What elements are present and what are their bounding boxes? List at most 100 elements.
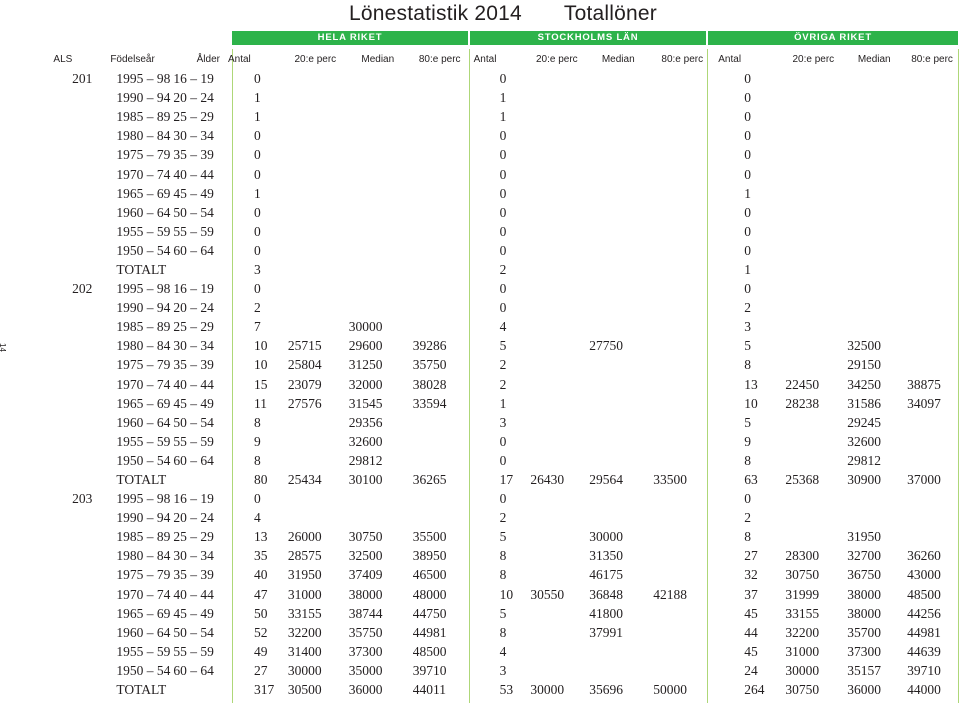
table-cell <box>904 222 960 241</box>
table-cell: 31586 <box>847 395 882 411</box>
column-header: 20:e perc <box>535 53 578 65</box>
table-row: 201 1995 – 98 16 – 19 0 0 0 <box>0 69 960 88</box>
table-cell: 4 <box>253 510 261 526</box>
table-cell: 44639 <box>907 643 941 659</box>
table-cell: 32700 <box>847 548 882 564</box>
table-cell <box>650 317 714 336</box>
table-cell: 55 – 59 <box>173 223 214 239</box>
table-cell: 39710 <box>907 662 941 678</box>
table-cell: 36260 <box>907 548 941 564</box>
table-cell <box>346 298 410 317</box>
table-row: 1965 – 69 45 – 49 11 27576 31545 33594 1 10 2823… <box>0 394 960 413</box>
table-cell <box>0 126 106 145</box>
table-cell: 31950 <box>287 567 322 583</box>
table-row: 1960 – 64 50 – 54 0 0 0 <box>0 203 960 222</box>
column-header: Median <box>857 53 891 65</box>
table-cell <box>527 298 586 317</box>
table-cell: 0 <box>744 491 751 507</box>
table-cell: 1955 – 59 <box>116 433 171 449</box>
table-cell <box>527 375 586 394</box>
table-cell: 38875 <box>907 376 941 392</box>
table-cell: 4 <box>499 643 507 659</box>
table-cell: 32500 <box>847 338 882 354</box>
table-cell: 25434 <box>287 472 322 488</box>
table-cell <box>170 260 224 279</box>
table-cell: 29356 <box>348 414 383 430</box>
table-cell: 10 <box>253 357 268 373</box>
table-cell: 17 <box>499 472 514 488</box>
table-cell: 37409 <box>348 567 383 583</box>
table-cell <box>285 203 346 222</box>
table-cell <box>410 508 470 527</box>
table-cell: 25 – 29 <box>173 319 214 335</box>
table-cell <box>527 546 586 565</box>
table-cell <box>586 203 650 222</box>
table-cell: 38000 <box>348 586 383 602</box>
table-cell: 31950 <box>847 529 882 545</box>
table-row: 1985 – 89 25 – 29 13 26000 30750 35500 5 30000 8… <box>0 527 960 546</box>
table-cell <box>650 661 714 680</box>
table-cell <box>0 336 106 355</box>
table-cell: 80 <box>253 472 268 488</box>
table-cell: 8 <box>253 452 261 468</box>
table-cell: 45 – 49 <box>173 185 214 201</box>
table-cell: 22450 <box>785 376 820 392</box>
region-hela-riket: HELA RIKET <box>232 31 468 45</box>
column-header: Antal <box>718 53 742 65</box>
table-cell <box>904 451 960 470</box>
table-cell: 10 <box>253 338 268 354</box>
table-cell <box>527 413 586 432</box>
table-cell <box>527 527 586 546</box>
table-cell: 28238 <box>785 395 820 411</box>
table-cell <box>782 451 844 470</box>
table-cell <box>285 451 346 470</box>
table-cell: 0 <box>744 90 751 106</box>
table-cell: 29812 <box>348 452 383 468</box>
table-cell: 30750 <box>785 682 820 698</box>
table-cell: 34097 <box>907 395 941 411</box>
table-cell: 1975 – 79 <box>116 567 171 583</box>
table-cell: 38950 <box>412 548 447 564</box>
table-cell: 1 <box>744 261 751 277</box>
table-cell: 1 <box>499 395 507 411</box>
table-cell <box>782 184 844 203</box>
table-cell <box>527 451 586 470</box>
table-cell <box>0 546 106 565</box>
table-cell <box>650 604 714 623</box>
table-cell <box>0 184 106 203</box>
table-cell: 1 <box>499 109 507 125</box>
table-cell: 44256 <box>907 605 941 621</box>
table-cell <box>782 69 844 88</box>
table-cell: 8 <box>499 624 507 640</box>
table-cell <box>904 164 960 183</box>
table-cell <box>285 107 346 126</box>
table-cell: 39286 <box>412 338 447 354</box>
table-cell <box>586 69 650 88</box>
table-cell <box>285 508 346 527</box>
table-cell <box>586 279 650 298</box>
table-cell: 30000 <box>348 319 383 335</box>
table-row: 1975 – 79 35 – 39 40 31950 37409 46500 8 46175 3… <box>0 565 960 584</box>
table-cell <box>650 279 714 298</box>
table-cell <box>410 279 470 298</box>
table-cell <box>650 203 714 222</box>
table-cell: 2 <box>744 300 751 316</box>
table-cell: 50 <box>253 605 268 621</box>
table-cell <box>410 126 470 145</box>
table-cell: 0 <box>744 223 751 239</box>
table-cell: 37000 <box>907 472 941 488</box>
table-cell: 38000 <box>847 605 882 621</box>
table-cell: 30000 <box>530 682 565 698</box>
table-cell: 35157 <box>847 662 882 678</box>
table-cell: 44981 <box>412 624 447 640</box>
table-cell: 38028 <box>412 376 447 392</box>
table-cell: 32200 <box>287 624 322 640</box>
table-cell <box>844 298 904 317</box>
table-cell <box>844 317 904 336</box>
total-row: TOTALT 80 25434 30100 36265 17 26430 29564 33500… <box>0 470 960 489</box>
table-cell <box>586 222 650 241</box>
table-cell <box>844 203 904 222</box>
table-row: 1950 – 54 60 – 64 8 29812 0 8 29812 <box>0 451 960 470</box>
table-cell: 1970 – 74 <box>116 166 171 182</box>
table-cell <box>904 126 960 145</box>
